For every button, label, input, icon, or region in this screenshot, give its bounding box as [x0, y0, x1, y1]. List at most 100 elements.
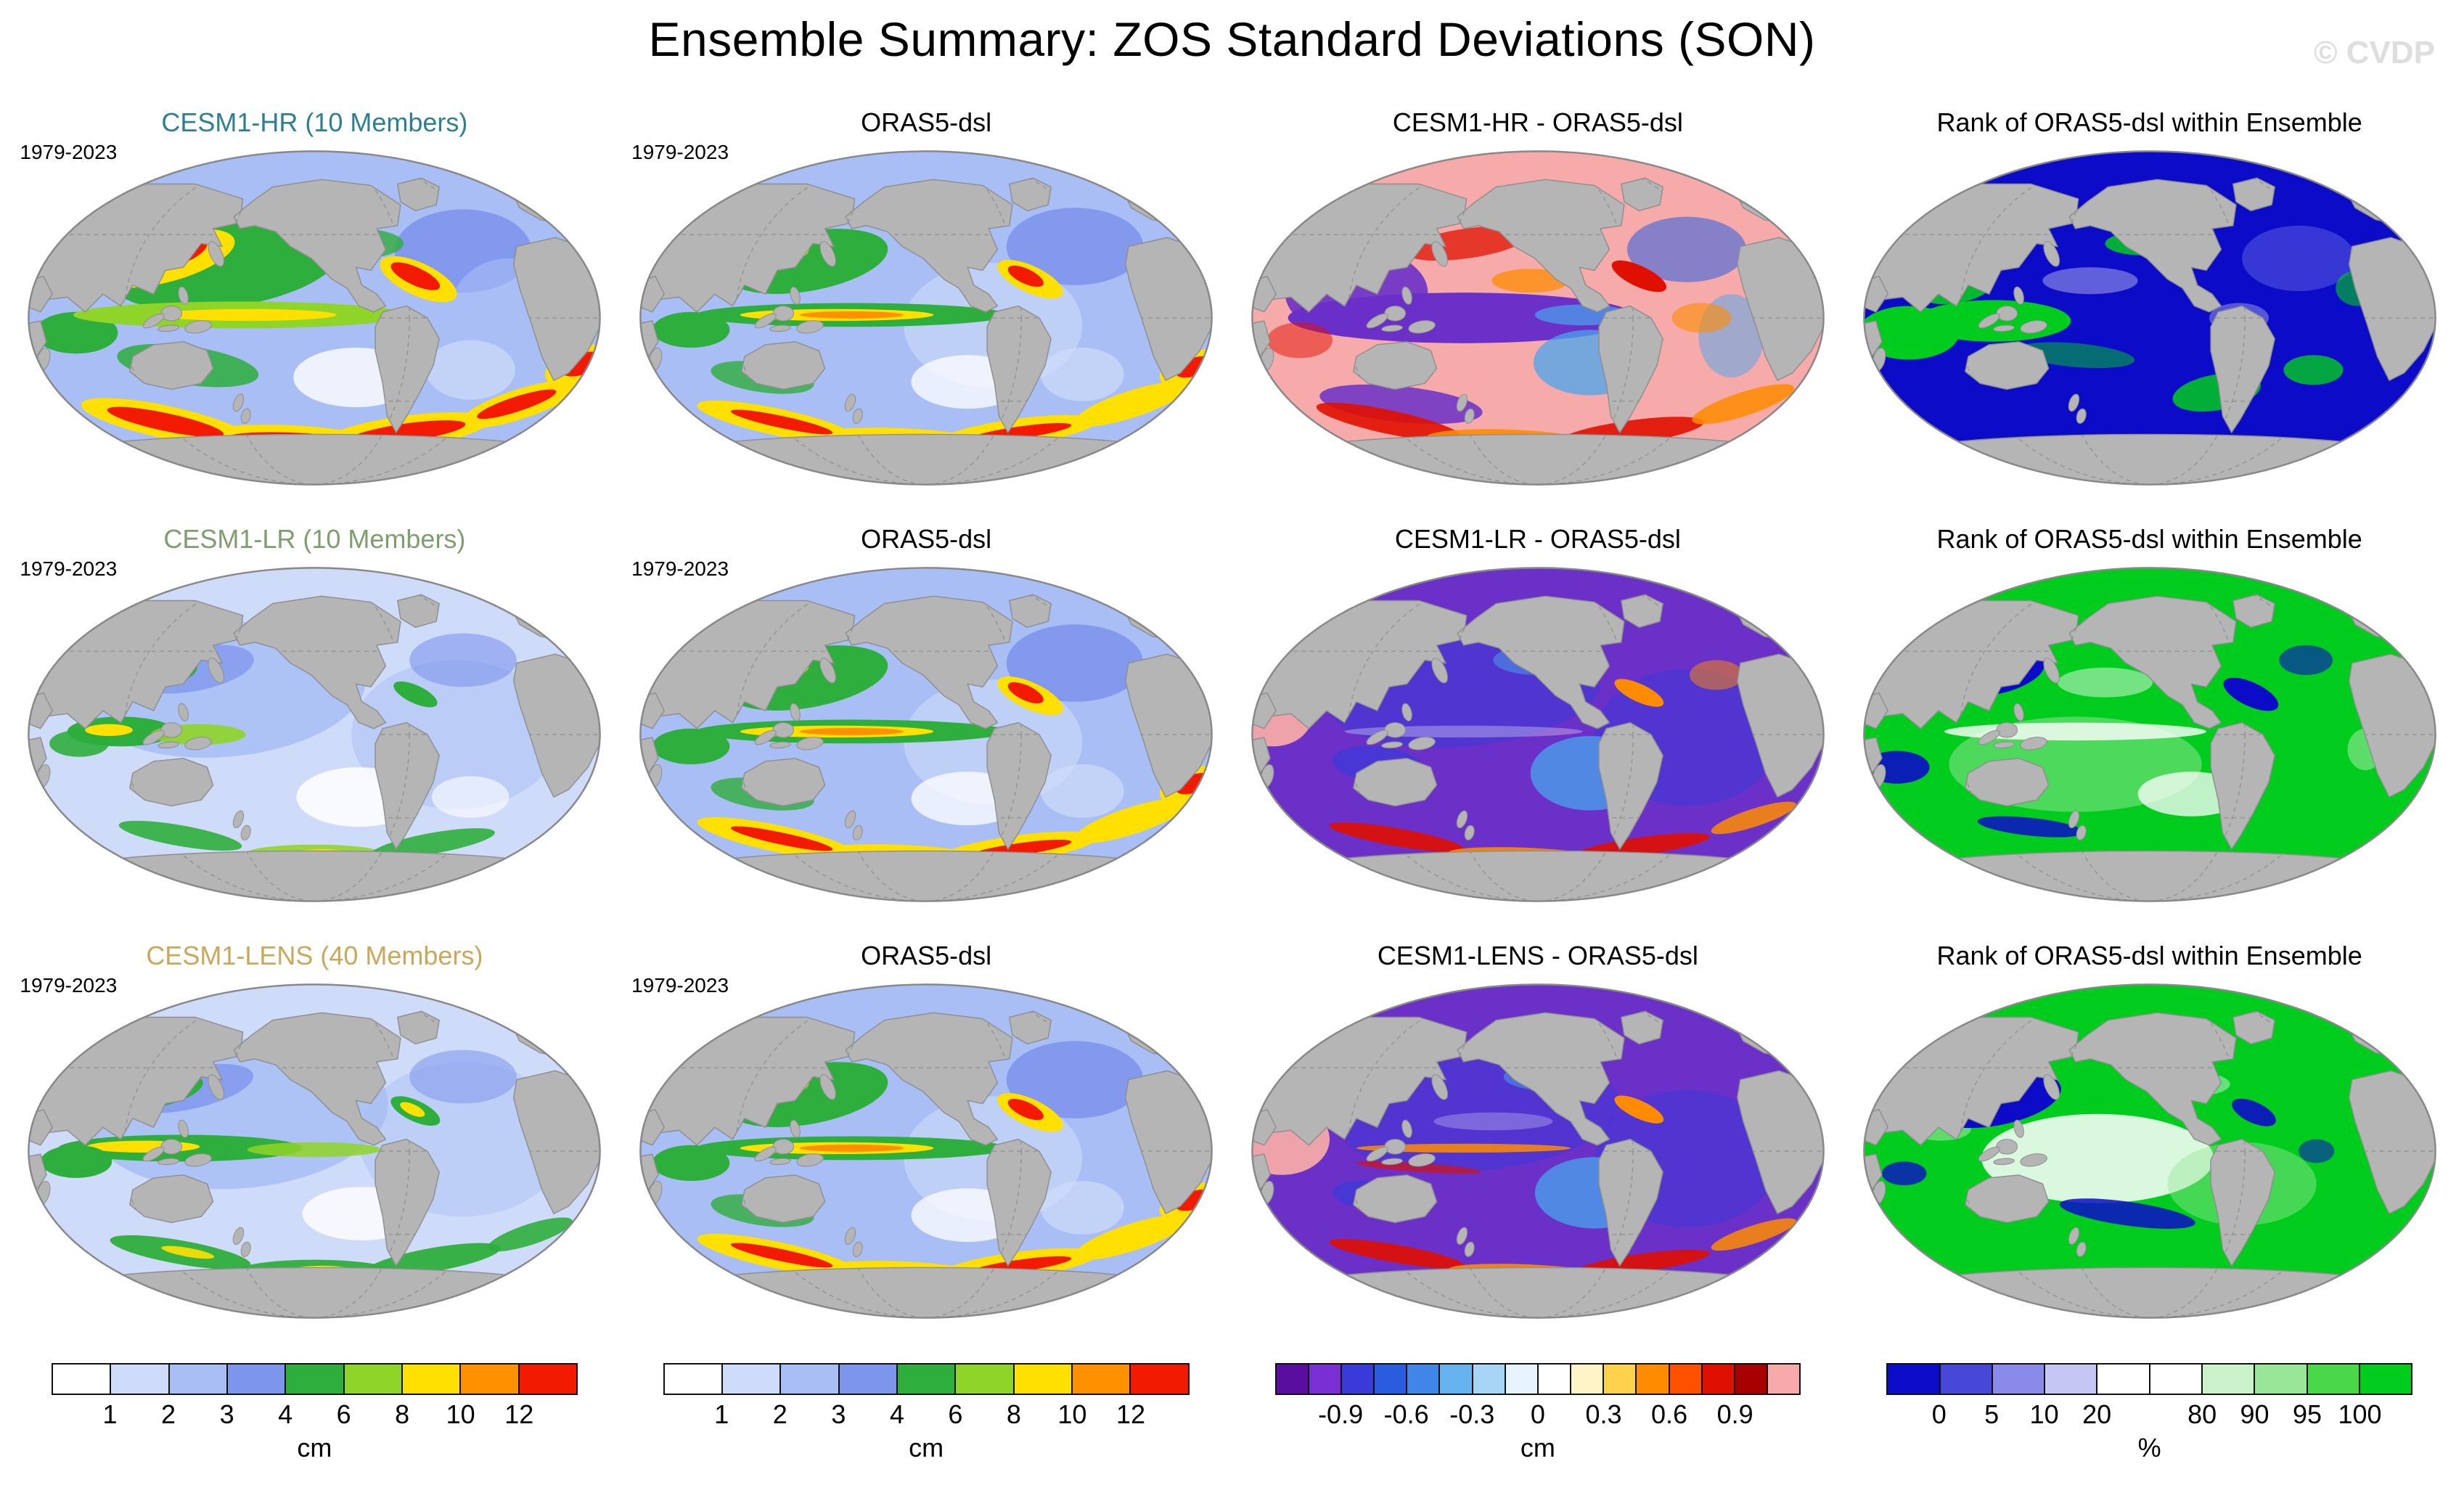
map-container: 1979-2023 [17, 556, 612, 913]
panel-title: Rank of ORAS5-dsl within Ensemble [1936, 107, 2362, 137]
colorbar-segments [1274, 1363, 1801, 1395]
map-oras5-stddev-row2 [629, 556, 1224, 913]
colorbar-tick-label: 8 [395, 1399, 410, 1429]
panel-cesm1-lr: CESM1-LR (10 Members) 1979-2023 [9, 523, 621, 913]
panel-rank-row3: Rank of ORAS5-dsl within Ensemble [1843, 939, 2455, 1330]
colorbar-segment [1307, 1365, 1341, 1394]
panel-title: ORAS5-dsl [861, 941, 992, 970]
map-container: 1979-2023 [629, 556, 1224, 913]
colorbar-segment [53, 1365, 110, 1394]
map-container [1240, 139, 1835, 496]
panel-title: CESM1-LR (10 Members) [163, 524, 466, 554]
colorbar-tick-label: -0.6 [1383, 1399, 1429, 1429]
colorbar-tick-label: 0.9 [1716, 1399, 1753, 1429]
panel-diff-row2: CESM1-LR - ORAS5-dsl [1232, 523, 1844, 913]
cvdp-watermark: © CVDP [2314, 35, 2435, 70]
map-container [1852, 973, 2447, 1330]
colorbar-segment [1570, 1365, 1603, 1394]
colorbar-ticks: 1 2 3 4 6 8 10 12 [52, 1395, 578, 1431]
map-grid: CESM1-HR (10 Members) 1979-2023 ORAS5-ds… [9, 106, 2455, 1330]
period-label: 1979-2023 [20, 557, 118, 580]
colorbar-segment [1471, 1365, 1505, 1394]
world-map [1251, 150, 1825, 486]
colorbar-tick-label: 12 [504, 1399, 534, 1429]
colorbar-segment [1340, 1365, 1374, 1394]
panel-title: CESM1-LR - ORAS5-dsl [1394, 524, 1681, 554]
map-cesm1-lr-stddev [17, 556, 612, 913]
colorbar-unit: % [2137, 1433, 2161, 1462]
colorbar-segment [954, 1365, 1013, 1394]
period-label: 1979-2023 [20, 974, 118, 997]
colorbar-segment [1536, 1365, 1571, 1394]
colorbar-tick-label: 20 [2082, 1399, 2112, 1429]
colorbar-segment [1276, 1365, 1308, 1394]
colorbar-segment [1406, 1365, 1439, 1394]
map-container [1852, 556, 2447, 913]
period-label: 1979-2023 [631, 974, 729, 997]
world-map [1251, 567, 1825, 902]
colorbar-segments [1886, 1363, 2412, 1395]
map-rank-row3 [1852, 973, 2447, 1330]
panel-title: CESM1-LENS - ORAS5-dsl [1377, 941, 1698, 970]
colorbar-tick-label: 10 [446, 1399, 475, 1429]
colorbar-segment [343, 1365, 401, 1394]
colorbar-segment [779, 1365, 838, 1394]
map-rank-row1 [1852, 139, 2447, 496]
world-map [28, 983, 602, 1319]
colorbar-segment [2044, 1365, 2097, 1394]
map-cesm1-lr-minus-oras5 [1240, 556, 1835, 913]
panel-title: CESM1-HR (10 Members) [161, 107, 468, 137]
colorbar-segment [1438, 1365, 1472, 1394]
colorbar-unit: cm [909, 1433, 944, 1462]
colorbar-tick-label: 4 [889, 1399, 904, 1429]
colorbar-tick-label: 95 [2293, 1399, 2322, 1429]
colorbar-segment [664, 1365, 722, 1394]
colorbar-segment [1129, 1365, 1188, 1394]
panel-cesm1-lens: CESM1-LENS (40 Members) 1979-2023 [9, 939, 621, 1330]
world-map [639, 567, 1213, 902]
colorbar-unit: cm [1520, 1433, 1555, 1462]
map-oras5-stddev-row1 [629, 139, 1224, 496]
colorbar-segment [838, 1365, 896, 1394]
world-map [28, 150, 602, 486]
colorbar-tick-label: 0.6 [1651, 1399, 1688, 1429]
colorbar-rank: 0 5 10 20 80 90 95 100 % [1886, 1363, 2412, 1463]
colorbar-segment [2254, 1365, 2307, 1394]
colorbar-segment [721, 1365, 780, 1394]
world-map [1251, 983, 1825, 1319]
period-label: 1979-2023 [631, 557, 729, 580]
colorbar-segment [1012, 1365, 1071, 1394]
panel-rank-row2: Rank of ORAS5-dsl within Ensemble [1843, 523, 2455, 913]
colorbar-tick-label: 100 [2338, 1399, 2382, 1429]
colorbar-segment [401, 1365, 460, 1394]
colorbar-tick-label: 0 [1530, 1399, 1545, 1429]
colorbar-segment [2148, 1365, 2201, 1394]
colorbar-segment [1603, 1365, 1636, 1394]
world-map [28, 567, 602, 902]
world-map [1862, 567, 2436, 902]
panel-oras5-row3: ORAS5-dsl 1979-2023 [621, 939, 1232, 1330]
map-container: 1979-2023 [629, 139, 1224, 496]
colorbar-segment [168, 1365, 226, 1394]
panel-title: ORAS5-dsl [861, 107, 992, 137]
period-label: 1979-2023 [631, 141, 729, 163]
panel-oras5-row2: ORAS5-dsl 1979-2023 [621, 523, 1232, 913]
colorbar-segment [1767, 1365, 1800, 1394]
colorbar-segment [517, 1365, 576, 1394]
panel-title: ORAS5-dsl [861, 524, 992, 554]
colorbar-ticks: 0 5 10 20 80 90 95 100 [1886, 1395, 2412, 1431]
colorbar-tick-label: 1 [714, 1399, 729, 1429]
colorbar-segment [2306, 1365, 2359, 1394]
colorbar-segment [2201, 1365, 2254, 1394]
colorbar-tick-label: 12 [1116, 1399, 1145, 1429]
colorbar-segment [110, 1365, 168, 1394]
colorbar-tick-label: -0.3 [1449, 1399, 1495, 1429]
colorbar-tick-label: 3 [831, 1399, 846, 1429]
colorbar-tick-label: 90 [2240, 1399, 2269, 1429]
colorbar-segment [1991, 1365, 2045, 1394]
panel-diff-row1: CESM1-HR - ORAS5-dsl [1232, 106, 1844, 496]
colorbar-row: 1 2 3 4 6 8 10 12 cm 1 2 3 4 6 8 10 12 cm -0.9 -0.6 -0.3… [9, 1363, 2455, 1463]
map-container: 1979-2023 [17, 139, 612, 496]
colorbar-segment [1888, 1365, 1939, 1394]
map-container: 1979-2023 [17, 973, 612, 1330]
